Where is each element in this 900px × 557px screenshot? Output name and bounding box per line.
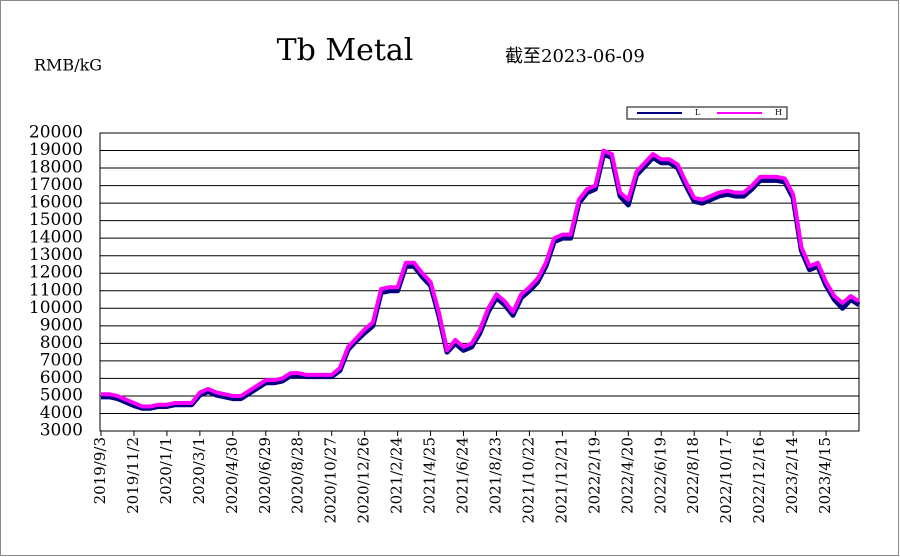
x-tick-label: 2022/8/18	[684, 437, 702, 514]
x-tick-label: 2020/6/29	[256, 437, 274, 514]
y-tick-label: 11000	[29, 280, 83, 300]
y-tick-label: 6000	[40, 368, 83, 388]
x-tick-label: 2020/12/26	[355, 437, 373, 523]
legend-label: L	[695, 108, 701, 117]
x-tick-label: 2021/8/23	[486, 437, 504, 514]
x-tick-label: 2020/1/1	[157, 437, 175, 504]
x-tick-label: 2019/9/3	[91, 437, 109, 504]
y-tick-label: 17000	[29, 175, 83, 195]
x-tick-label: 2023/2/14	[783, 437, 801, 514]
y-tick-label: 18000	[29, 158, 83, 178]
y-tick-label: 4000	[40, 403, 83, 423]
plot-area	[99, 132, 860, 432]
y-axis-label: RMB/kG	[34, 56, 102, 75]
legend-label: H	[775, 108, 782, 117]
y-tick-label: 12000	[29, 263, 83, 283]
subtitle: 截至2023-06-09	[505, 46, 645, 67]
x-tick-label: 2021/2/24	[388, 437, 406, 514]
x-tick-label: 2020/8/28	[289, 437, 307, 514]
chart-title: Tb Metal	[277, 33, 414, 68]
x-tick-label: 2020/3/1	[190, 437, 208, 504]
x-tick-label: 2021/6/24	[454, 437, 472, 514]
x-tick-label: 2022/6/19	[651, 437, 669, 514]
y-tick-label: 5000	[40, 385, 83, 405]
legend	[626, 106, 788, 120]
y-tick-label: 10000	[29, 298, 83, 318]
x-tick-label: 2021/10/22	[519, 437, 537, 523]
x-tick-label: 2019/11/2	[124, 437, 142, 514]
x-tick-label: 2022/4/20	[618, 437, 636, 514]
series-line	[101, 148, 861, 409]
x-tick-label: 2021/12/21	[552, 437, 570, 523]
y-tick-label: 14000	[29, 228, 83, 248]
x-tick-label: 2023/4/15	[816, 437, 834, 514]
x-tick-label: 2022/12/16	[750, 437, 768, 523]
y-tick-label: 3000	[40, 421, 83, 441]
y-tick-label: 8000	[40, 333, 83, 353]
x-tick-label: 2021/4/25	[421, 437, 439, 514]
y-tick-label: 20000	[29, 123, 83, 143]
x-tick-label: 2020/4/30	[223, 437, 241, 514]
y-tick-label: 13000	[29, 245, 83, 265]
y-tick-label: 15000	[29, 210, 83, 230]
y-tick-label: 16000	[29, 193, 83, 213]
x-tick-label: 2022/10/17	[717, 437, 735, 523]
y-tick-label: 9000	[40, 315, 83, 335]
x-tick-label: 2022/2/19	[585, 437, 603, 514]
y-tick-label: 19000	[29, 140, 83, 160]
x-tick-label: 2020/10/27	[322, 437, 340, 523]
y-tick-label: 7000	[40, 350, 83, 370]
